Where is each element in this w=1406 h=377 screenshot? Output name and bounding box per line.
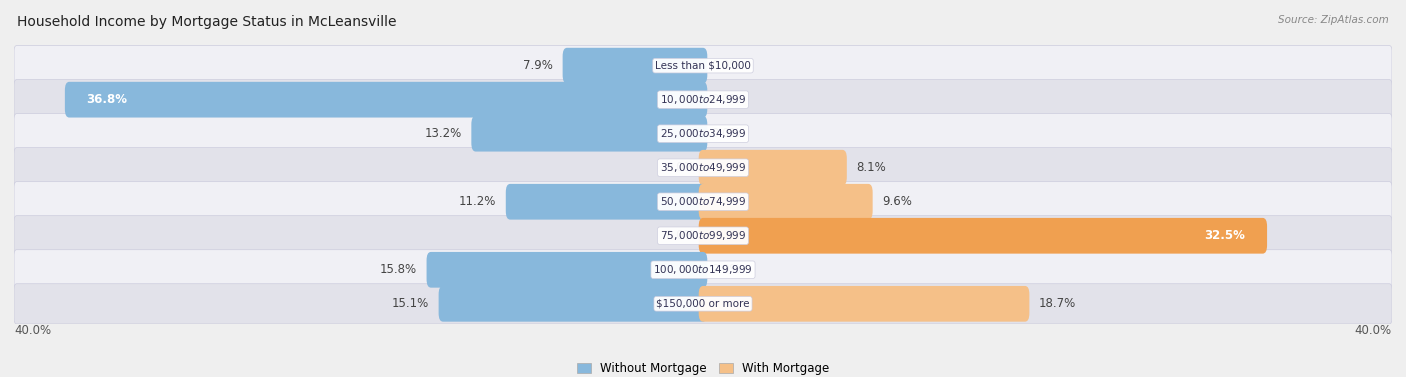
- Text: $25,000 to $34,999: $25,000 to $34,999: [659, 127, 747, 140]
- FancyBboxPatch shape: [562, 48, 707, 84]
- Text: 0.0%: 0.0%: [711, 263, 741, 276]
- Text: $150,000 or more: $150,000 or more: [657, 299, 749, 309]
- Text: $75,000 to $99,999: $75,000 to $99,999: [659, 229, 747, 242]
- FancyBboxPatch shape: [14, 182, 1392, 222]
- FancyBboxPatch shape: [14, 284, 1392, 324]
- Text: 7.9%: 7.9%: [523, 59, 553, 72]
- Text: $35,000 to $49,999: $35,000 to $49,999: [659, 161, 747, 174]
- FancyBboxPatch shape: [699, 218, 1267, 254]
- Text: $100,000 to $149,999: $100,000 to $149,999: [654, 263, 752, 276]
- Legend: Without Mortgage, With Mortgage: Without Mortgage, With Mortgage: [572, 357, 834, 377]
- FancyBboxPatch shape: [14, 216, 1392, 256]
- Text: 40.0%: 40.0%: [14, 324, 51, 337]
- FancyBboxPatch shape: [14, 148, 1392, 188]
- FancyBboxPatch shape: [506, 184, 707, 219]
- FancyBboxPatch shape: [14, 250, 1392, 290]
- FancyBboxPatch shape: [439, 286, 707, 322]
- Text: 9.6%: 9.6%: [882, 195, 912, 208]
- FancyBboxPatch shape: [426, 252, 707, 288]
- Text: Source: ZipAtlas.com: Source: ZipAtlas.com: [1278, 15, 1389, 25]
- Text: 0.0%: 0.0%: [711, 59, 741, 72]
- FancyBboxPatch shape: [14, 80, 1392, 120]
- FancyBboxPatch shape: [471, 116, 707, 152]
- Text: Household Income by Mortgage Status in McLeansville: Household Income by Mortgage Status in M…: [17, 15, 396, 29]
- Text: 15.1%: 15.1%: [392, 297, 429, 310]
- Text: 0.0%: 0.0%: [711, 127, 741, 140]
- Text: 0.0%: 0.0%: [711, 93, 741, 106]
- Text: 0.0%: 0.0%: [665, 161, 695, 174]
- Text: Less than $10,000: Less than $10,000: [655, 61, 751, 70]
- FancyBboxPatch shape: [699, 184, 873, 219]
- FancyBboxPatch shape: [699, 286, 1029, 322]
- Text: 13.2%: 13.2%: [425, 127, 461, 140]
- Text: 11.2%: 11.2%: [458, 195, 496, 208]
- FancyBboxPatch shape: [14, 46, 1392, 86]
- Text: 0.0%: 0.0%: [665, 229, 695, 242]
- FancyBboxPatch shape: [699, 150, 846, 185]
- FancyBboxPatch shape: [14, 113, 1392, 154]
- Text: $10,000 to $24,999: $10,000 to $24,999: [659, 93, 747, 106]
- Text: 18.7%: 18.7%: [1039, 297, 1076, 310]
- Text: $50,000 to $74,999: $50,000 to $74,999: [659, 195, 747, 208]
- Text: 40.0%: 40.0%: [1355, 324, 1392, 337]
- Text: 8.1%: 8.1%: [856, 161, 886, 174]
- Text: 36.8%: 36.8%: [86, 93, 128, 106]
- Text: 32.5%: 32.5%: [1205, 229, 1246, 242]
- Text: 15.8%: 15.8%: [380, 263, 418, 276]
- FancyBboxPatch shape: [65, 82, 707, 118]
